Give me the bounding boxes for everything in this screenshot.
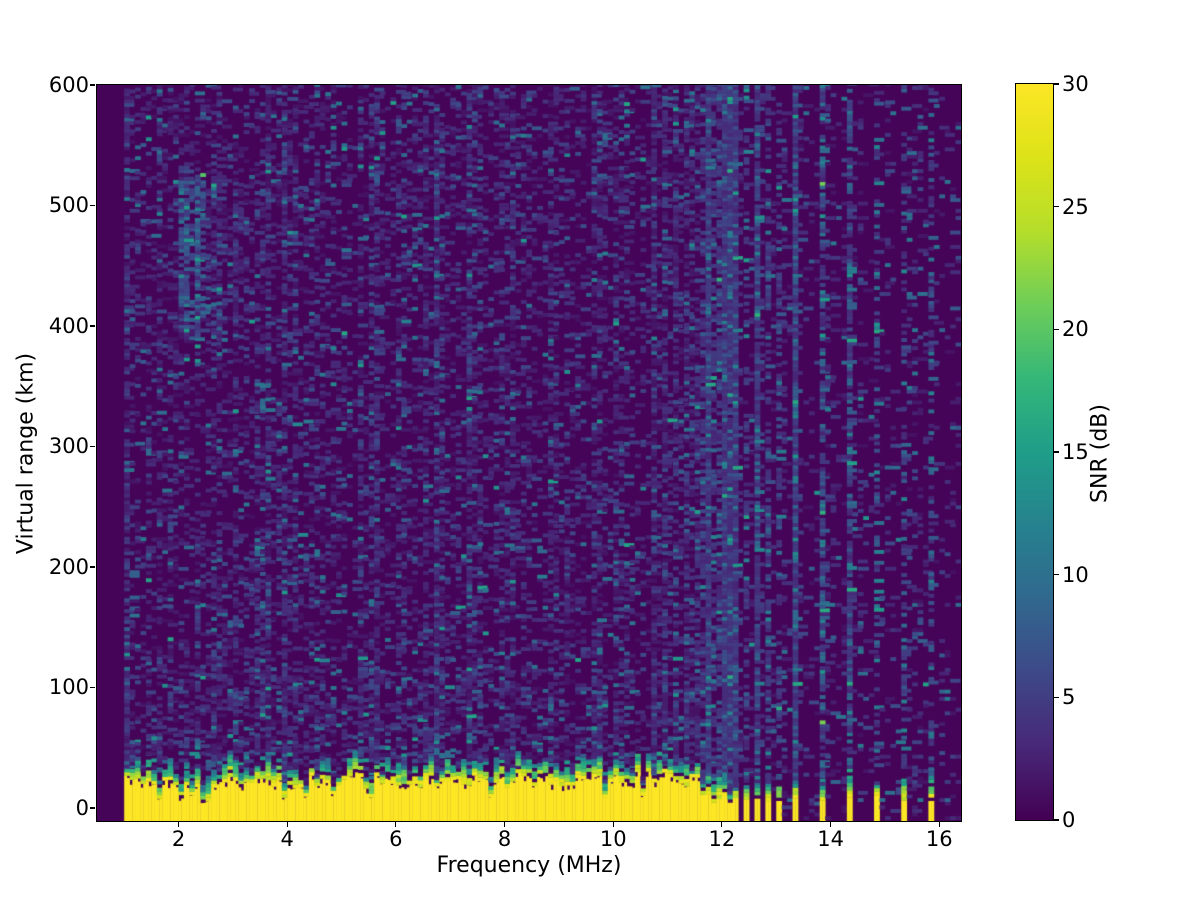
y-tick-label: 100	[48, 675, 89, 700]
colorbar-tick-mark	[1054, 206, 1059, 208]
x-tick-mark	[721, 822, 723, 827]
y-tick-mark	[90, 566, 95, 568]
colorbar-tick-mark	[1054, 574, 1059, 576]
y-tick-mark	[90, 325, 95, 327]
x-tick-label: 8	[497, 827, 512, 851]
y-tick-label: 300	[48, 434, 89, 459]
x-tick-mark	[938, 822, 940, 827]
y-tick-mark	[90, 445, 95, 448]
x-tick-mark	[177, 822, 180, 827]
x-axis-label: Frequency (MHz)	[436, 853, 622, 878]
colorbar-tick-label: 15	[1062, 440, 1089, 464]
colorbar-tick-mark	[1054, 451, 1059, 453]
colorbar-tick-mark	[1054, 819, 1059, 821]
colorbar-tick-label: 25	[1062, 194, 1089, 219]
y-tick-label: 600	[48, 73, 89, 97]
y-tick-mark	[90, 84, 95, 86]
colorbar-tick-mark	[1054, 83, 1059, 85]
colorbar-tick-mark	[1054, 328, 1059, 330]
x-tick-label: 14	[817, 827, 844, 851]
x-tick-mark	[829, 822, 832, 827]
y-tick-label: 0	[75, 795, 89, 820]
colorbar-tick-label: 5	[1062, 685, 1076, 710]
y-tick-mark	[90, 686, 95, 689]
x-tick-label: 12	[708, 827, 736, 851]
x-tick-mark	[286, 822, 288, 827]
x-tick-mark	[503, 822, 506, 827]
colorbar-gradient-canvas	[1016, 84, 1053, 820]
y-tick-label: 200	[48, 554, 89, 579]
x-tick-label: 2	[171, 827, 186, 851]
x-tick-mark	[395, 822, 397, 827]
y-tick-mark	[90, 807, 95, 809]
x-tick-mark	[612, 822, 614, 827]
x-tick-label: 10	[599, 827, 627, 851]
heatmap-canvas	[97, 85, 961, 821]
colorbar-frame	[1015, 83, 1054, 821]
colorbar-tick-label: 30	[1062, 72, 1089, 96]
y-tick-label: 500	[48, 193, 89, 218]
colorbar-tick-mark	[1054, 696, 1059, 698]
y-axis-label: Virtual range (km)	[13, 352, 39, 555]
x-tick-label: 16	[925, 827, 953, 851]
colorbar-tick-label: 20	[1062, 317, 1089, 342]
x-tick-label: 4	[280, 827, 294, 851]
colorbar-label: SNR (dB)	[1087, 404, 1113, 503]
colorbar-tick-label: 0	[1062, 808, 1076, 832]
x-tick-label: 6	[389, 827, 403, 851]
colorbar-tick-label: 10	[1062, 562, 1089, 587]
y-tick-mark	[90, 204, 95, 207]
y-tick-label: 400	[48, 313, 89, 338]
